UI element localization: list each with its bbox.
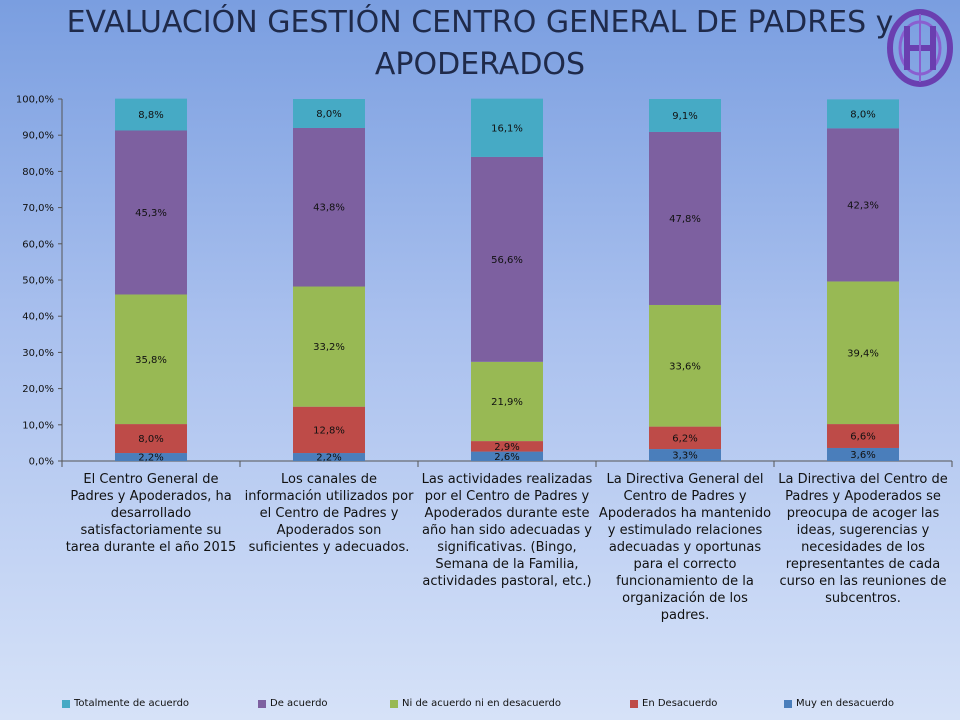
data-label: 8,0%	[850, 109, 875, 120]
bar-segment	[115, 294, 187, 425]
bar-segment	[471, 156, 543, 362]
bar-segment	[471, 361, 543, 442]
x-category-label: El Centro General de Padres y Apoderados…	[65, 472, 237, 555]
data-label: 2,2%	[138, 453, 163, 464]
x-category-label: La Directiva General del Centro de Padre…	[598, 472, 772, 623]
bar-segment	[471, 441, 543, 452]
y-tick-label: 0,0%	[29, 457, 54, 468]
data-label: 8,0%	[316, 109, 341, 120]
data-label: 45,3%	[135, 208, 167, 219]
bar-segment	[293, 127, 365, 287]
legend: Totalmente de acuerdo De acuerdo Ni de acu…	[62, 698, 952, 714]
y-tick-label: 90,0%	[22, 131, 54, 142]
y-tick-label: 80,0%	[22, 167, 54, 178]
legend-swatch	[258, 699, 266, 708]
bar-segment	[827, 424, 899, 448]
legend-label: Totalmente de acuerdo	[74, 698, 190, 709]
data-label: 47,8%	[669, 214, 701, 225]
y-tick-label: 100,0%	[16, 95, 54, 106]
data-label: 43,8%	[313, 203, 345, 214]
bar-segment	[649, 426, 721, 450]
data-label: 42,3%	[847, 200, 879, 211]
data-label: 2,9%	[494, 442, 519, 453]
bar-segment	[293, 406, 365, 454]
data-label: 16,1%	[491, 123, 523, 134]
bar-segment	[827, 281, 899, 425]
y-tick-label: 50,0%	[22, 276, 54, 287]
bar-segment	[115, 98, 187, 131]
bar-segment	[649, 304, 721, 427]
bar-segment	[293, 286, 365, 407]
data-label: 35,8%	[135, 355, 167, 366]
data-label: 3,6%	[850, 450, 875, 461]
y-tick-label: 10,0%	[22, 420, 54, 431]
data-label: 33,2%	[313, 342, 345, 353]
bar-segment	[293, 99, 365, 128]
bar-segment	[293, 453, 365, 461]
bar-segment	[471, 98, 543, 157]
y-tick-label: 30,0%	[22, 348, 54, 359]
x-category-label: Los canales de información utilizados po…	[244, 472, 414, 555]
data-label: 3,3%	[672, 451, 697, 462]
bar-segment	[115, 424, 187, 454]
x-category-label: Las actividades realizadas por el Centro…	[421, 472, 593, 589]
legend-label: Muy en desacuerdo	[796, 698, 894, 709]
bar-segment	[471, 451, 543, 461]
legend-label: De acuerdo	[270, 698, 328, 709]
legend-swatch	[784, 699, 792, 708]
data-label: 12,8%	[313, 425, 345, 436]
bar-segment	[115, 130, 187, 295]
bar-segment	[827, 447, 899, 461]
data-label: 33,6%	[669, 361, 701, 372]
school-crest-logo	[887, 9, 953, 87]
data-label: 6,6%	[850, 432, 875, 443]
chart-title: EVALUACIÓN GESTIÓN CENTRO GENERAL DE PAD…	[66, 5, 894, 82]
bar-segment	[649, 131, 721, 305]
data-label: 2,2%	[316, 453, 341, 464]
legend-item: Muy en desacuerdo	[784, 698, 894, 709]
bar-segment	[649, 449, 721, 461]
data-label: 8,0%	[138, 434, 163, 445]
legend-item: De acuerdo	[258, 698, 328, 709]
y-tick-label: 40,0%	[22, 312, 54, 323]
y-tick-label: 20,0%	[22, 384, 54, 395]
data-label: 39,4%	[847, 348, 879, 359]
data-label: 2,6%	[494, 452, 519, 463]
data-label: 56,6%	[491, 255, 523, 266]
legend-swatch	[630, 699, 638, 708]
bar-segment	[827, 128, 899, 282]
x-category-label: La Directiva del Centro de Padres y Apod…	[778, 472, 948, 606]
data-label: 9,1%	[672, 111, 697, 122]
legend-item: En Desacuerdo	[630, 698, 717, 709]
bar-segment	[649, 99, 721, 132]
legend-item: Totalmente de acuerdo	[62, 698, 189, 709]
data-label: 8,8%	[138, 110, 163, 121]
data-label: 21,9%	[491, 397, 523, 408]
legend-swatch	[62, 699, 70, 708]
legend-label: En Desacuerdo	[642, 698, 718, 709]
bar-segment	[115, 453, 187, 461]
legend-item: Ni de acuerdo ni en desacuerdo	[390, 698, 561, 709]
y-tick-label: 60,0%	[22, 239, 54, 250]
data-label: 6,2%	[672, 433, 697, 444]
legend-label: Ni de acuerdo ni en desacuerdo	[402, 698, 562, 709]
y-tick-label: 70,0%	[22, 203, 54, 214]
bar-segment	[827, 99, 899, 129]
legend-swatch	[390, 699, 398, 708]
